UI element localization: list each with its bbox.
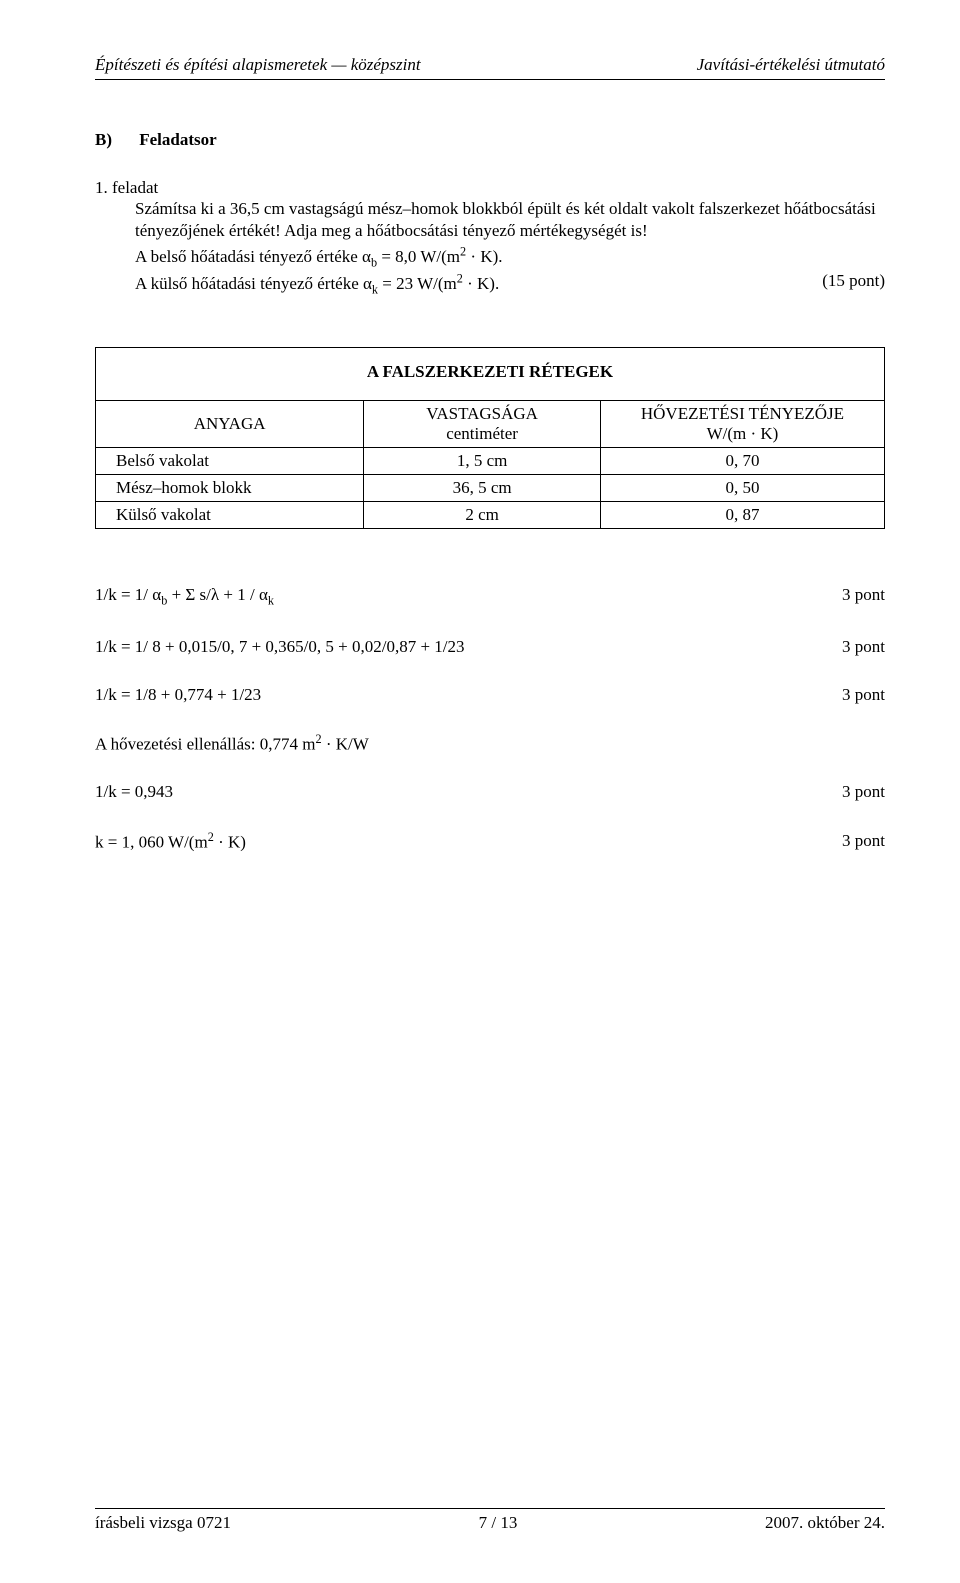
l3-pre: A külső hőátadási tényező értéke α bbox=[135, 274, 372, 293]
cell-c: 0, 70 bbox=[600, 448, 884, 475]
th-vastag-b: centiméter bbox=[446, 424, 518, 443]
calc-lhs: 1/k = 1/ αb + Σ s/λ + 1 / αk bbox=[95, 584, 274, 609]
header-left: Építészeti és építési alapismeretek — kö… bbox=[95, 55, 421, 75]
header-right: Javítási-értékelési útmutató bbox=[697, 55, 885, 75]
layers-table-wrap: A FALSZERKEZETI RÉTEGEK ANYAGA VASTAGSÁG… bbox=[95, 347, 885, 529]
calc-points: 3 pont bbox=[842, 830, 885, 854]
calc-lhs: 1/k = 0,943 bbox=[95, 781, 173, 803]
cell-b: 2 cm bbox=[364, 502, 601, 529]
l2-post: = 8,0 W/(m bbox=[377, 247, 460, 266]
footer-rule bbox=[95, 1508, 885, 1509]
cell-a: Külső vakolat bbox=[96, 502, 364, 529]
cell-c: 0, 87 bbox=[600, 502, 884, 529]
calc-points: 3 pont bbox=[842, 636, 885, 658]
th-vastag: VASTAGSÁGA centiméter bbox=[364, 401, 601, 448]
section-mark: B) bbox=[95, 130, 135, 150]
problem-number: 1. feladat bbox=[95, 178, 885, 198]
table-row: Külső vakolat 2 cm 0, 87 bbox=[96, 502, 885, 529]
problem-points: (15 pont) bbox=[822, 270, 885, 292]
table-row: Belső vakolat 1, 5 cm 0, 70 bbox=[96, 448, 885, 475]
calc-line: k = 1, 060 W/(m2 · K) 3 pont bbox=[95, 830, 885, 854]
footer-center: 7 / 13 bbox=[479, 1513, 518, 1533]
problem-l3: A külső hőátadási tényező értéke αk = 23… bbox=[135, 274, 499, 293]
calc-points: 3 pont bbox=[842, 584, 885, 609]
th-hovez-b: W/(m · K) bbox=[707, 424, 779, 443]
cell-a: Belső vakolat bbox=[96, 448, 364, 475]
calculation-block: 1/k = 1/ αb + Σ s/λ + 1 / αk3 pont1/k = … bbox=[95, 584, 885, 853]
calc-lhs: A hővezetési ellenállás: 0,774 m2 · K/W bbox=[95, 732, 369, 756]
calc-line: 1/k = 1/ 8 + 0,015/0, 7 + 0,365/0, 5 + 0… bbox=[95, 636, 885, 658]
layers-table: A FALSZERKEZETI RÉTEGEK ANYAGA VASTAGSÁG… bbox=[95, 347, 885, 529]
calc-lhs: 1/k = 1/8 + 0,774 + 1/23 bbox=[95, 684, 261, 706]
section-heading: B) Feladatsor bbox=[95, 130, 885, 150]
l3-post: = 23 W/(m bbox=[378, 274, 457, 293]
th-vastag-a: VASTAGSÁGA bbox=[426, 404, 538, 423]
calc-line: 1/k = 0,943 3 pont bbox=[95, 781, 885, 803]
calc-line: 1/k = 1/ αb + Σ s/λ + 1 / αk 3 pont bbox=[95, 584, 885, 609]
th-anyaga: ANYAGA bbox=[96, 401, 364, 448]
problem-text: Számítsa ki a 36,5 cm vastagságú mész–ho… bbox=[135, 198, 885, 297]
cell-c: 0, 50 bbox=[600, 475, 884, 502]
calc-points: 3 pont bbox=[842, 781, 885, 803]
footer-left: írásbeli vizsga 0721 bbox=[95, 1513, 231, 1533]
cell-a: Mész–homok blokk bbox=[96, 475, 364, 502]
calc-line: 1/k = 1/8 + 0,774 + 1/23 3 pont bbox=[95, 684, 885, 706]
table-row: Mész–homok blokk 36, 5 cm 0, 50 bbox=[96, 475, 885, 502]
section-title: Feladatsor bbox=[139, 130, 216, 149]
header-rule bbox=[95, 79, 885, 80]
page-footer: írásbeli vizsga 0721 7 / 13 2007. októbe… bbox=[95, 1504, 885, 1533]
l3-tail: · K). bbox=[463, 274, 499, 293]
calc-lhs: 1/k = 1/ 8 + 0,015/0, 7 + 0,365/0, 5 + 0… bbox=[95, 636, 465, 658]
th-hovez-a: HŐVEZETÉSI TÉNYEZŐJE bbox=[641, 404, 844, 423]
cell-b: 1, 5 cm bbox=[364, 448, 601, 475]
calc-lhs: k = 1, 060 W/(m2 · K) bbox=[95, 830, 246, 854]
l2-tail: · K). bbox=[466, 247, 502, 266]
calc-line: A hővezetési ellenállás: 0,774 m2 · K/W bbox=[95, 732, 885, 756]
calc-points: 3 pont bbox=[842, 684, 885, 706]
problem-p1: Számítsa ki a 36,5 cm vastagságú mész–ho… bbox=[135, 199, 876, 240]
page-header: Építészeti és építési alapismeretek — kö… bbox=[95, 55, 885, 75]
footer-right: 2007. október 24. bbox=[765, 1513, 885, 1533]
problem-l2: A belső hőátadási tényező értéke αb = 8,… bbox=[135, 247, 503, 266]
cell-b: 36, 5 cm bbox=[364, 475, 601, 502]
table-title: A FALSZERKEZETI RÉTEGEK bbox=[96, 348, 885, 401]
l2-pre: A belső hőátadási tényező értéke α bbox=[135, 247, 371, 266]
th-hovez: HŐVEZETÉSI TÉNYEZŐJE W/(m · K) bbox=[600, 401, 884, 448]
